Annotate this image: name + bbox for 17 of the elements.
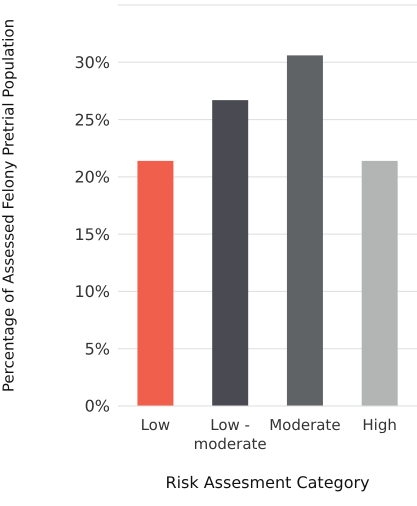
x-axis-title: Risk Assesment Category: [165, 473, 370, 492]
y-tick-label: 25%: [74, 110, 110, 130]
x-tick-label: Low - moderate: [194, 416, 267, 453]
y-tick-label: 15%: [74, 224, 110, 244]
y-tick-label: 5%: [84, 339, 110, 358]
y-tick-label: 10%: [74, 282, 110, 302]
y-axis-title: Percentage of Assessed Felony Pretrial Population: [0, 18, 18, 392]
x-tick-label: High: [362, 416, 397, 434]
x-tick-label: Moderate: [269, 416, 341, 434]
y-tick-label: 30%: [74, 52, 110, 72]
y-tick-label: 20%: [74, 168, 110, 187]
bar: [286, 55, 323, 406]
x-tick-label: Low: [140, 416, 170, 434]
bar: [362, 160, 398, 406]
bar: [137, 160, 174, 406]
y-tick-label: 0%: [84, 396, 110, 416]
bar: [212, 100, 248, 406]
